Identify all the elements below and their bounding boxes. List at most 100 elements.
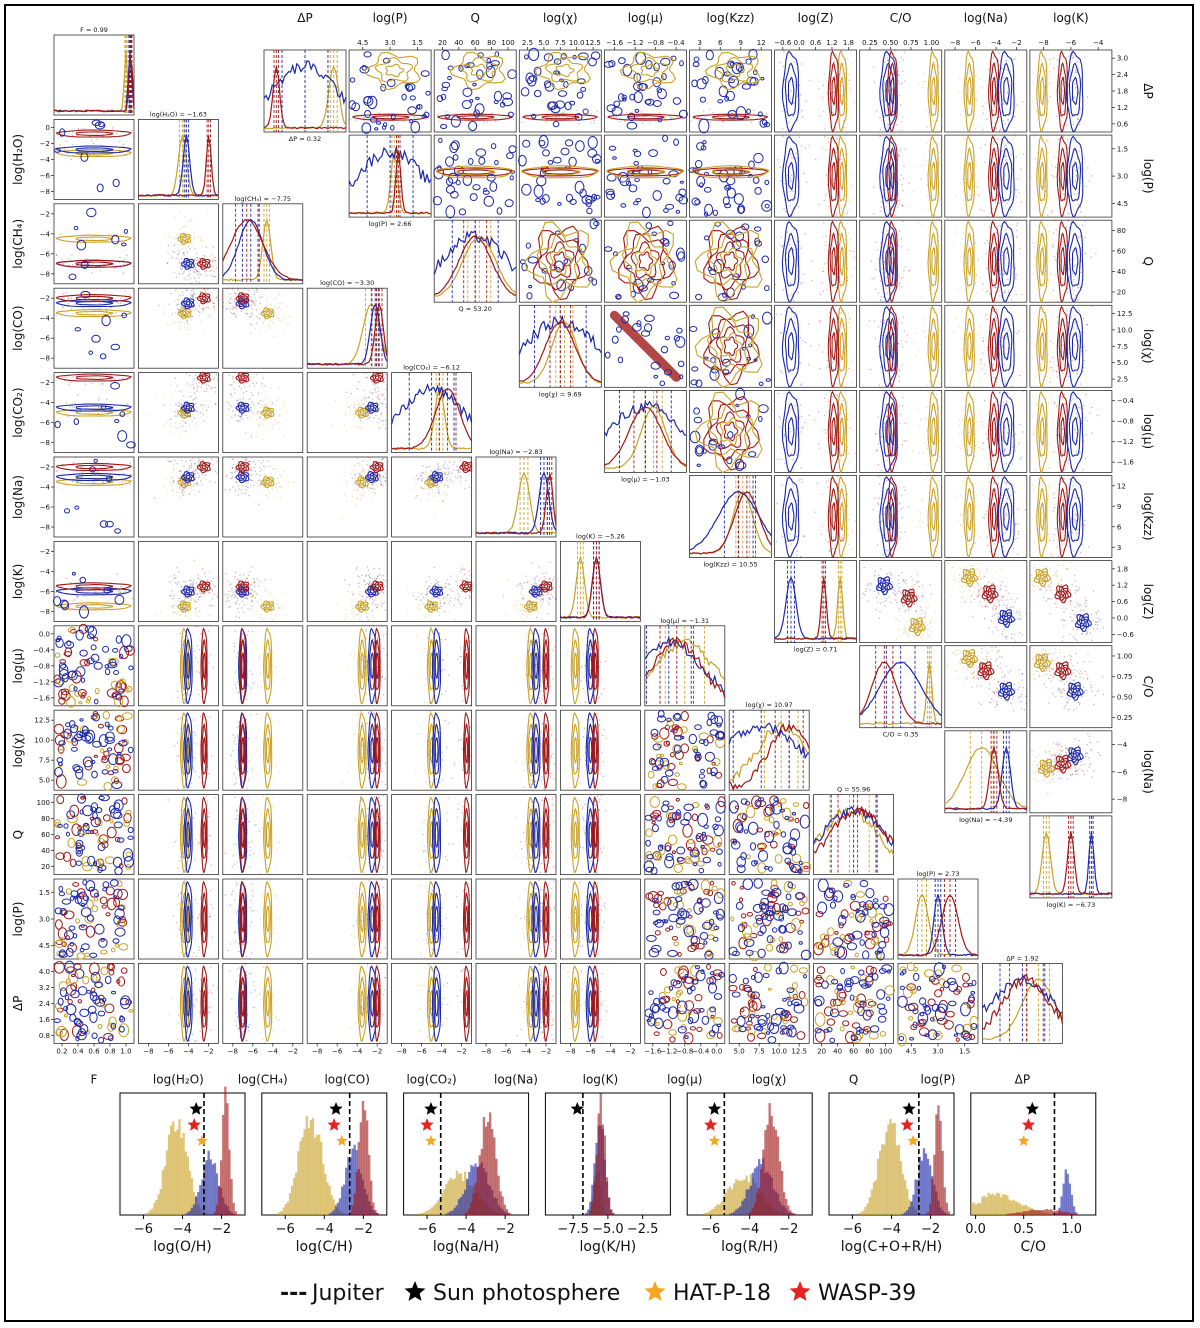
panel-frame bbox=[944, 304, 1028, 388]
histogram-bar bbox=[484, 1126, 488, 1215]
sun-star bbox=[329, 1102, 343, 1115]
histogram-bar bbox=[322, 1164, 325, 1215]
x-tick-label: −4 bbox=[268, 1047, 279, 1055]
histogram-bar bbox=[1029, 1210, 1032, 1215]
lower-panel-r4-c1 bbox=[137, 456, 219, 538]
x-tick-label: −2 bbox=[456, 1047, 466, 1055]
histogram-bar bbox=[885, 1132, 888, 1215]
hist-x-tick: −4 bbox=[173, 1222, 192, 1237]
right-tick-label: 2.4 bbox=[1117, 71, 1129, 79]
upper-panel-r3-c8 bbox=[944, 304, 1028, 388]
x-tick-label: −2 bbox=[288, 1047, 298, 1055]
histogram-panel-6: 0.0 0.5 1.0 C/O bbox=[965, 1092, 1097, 1255]
histogram-bar bbox=[1037, 1210, 1040, 1215]
histogram-bar bbox=[726, 1188, 730, 1215]
x-tick-label: −0.4 bbox=[692, 1047, 710, 1055]
histogram-bar bbox=[478, 1155, 481, 1215]
hist-x-label: C/O bbox=[1021, 1239, 1047, 1255]
histogram-bar bbox=[334, 1206, 337, 1215]
panel-frame bbox=[944, 645, 1028, 729]
right-tick-label: −1.2 bbox=[1117, 438, 1134, 446]
histogram-bar bbox=[1022, 1211, 1026, 1215]
x-tick-label: 0.4 bbox=[72, 1047, 84, 1055]
histogram-bar bbox=[1070, 1194, 1074, 1215]
histogram-bar bbox=[311, 1117, 315, 1215]
histogram-bar bbox=[601, 1124, 604, 1215]
y-tick-label: −4 bbox=[40, 315, 51, 323]
top-tick-label: 2.5 bbox=[522, 39, 533, 47]
lower-panel-r4-c2 bbox=[222, 456, 304, 538]
y-axis-label: log(CO) bbox=[11, 305, 25, 350]
histogram-bar bbox=[149, 1210, 152, 1215]
panel-frame bbox=[944, 389, 1028, 473]
histogram-bar bbox=[904, 1180, 907, 1215]
histogram-bar bbox=[432, 1205, 436, 1215]
upper-panel-r4-c6 bbox=[774, 389, 857, 473]
histogram-bar bbox=[920, 1160, 923, 1215]
lower-panel-r7-c4 bbox=[391, 709, 473, 791]
histogram-bar bbox=[449, 1177, 452, 1215]
histogram-bar bbox=[468, 1171, 471, 1215]
histogram-bar bbox=[595, 1155, 598, 1215]
upper-panel-r0-c3: 2.5 5.0 7.5 10.0 12.5 bbox=[518, 39, 602, 133]
histogram-bar bbox=[153, 1203, 156, 1215]
histogram-bar bbox=[1008, 1199, 1011, 1215]
x-tick-label: −6 bbox=[248, 1047, 259, 1055]
histogram-bar bbox=[505, 1209, 508, 1215]
panel-frame bbox=[689, 475, 772, 558]
histogram-panel-5: −6 −4 −2 log(C+O+R/H) bbox=[828, 1092, 955, 1255]
panel-frame bbox=[774, 560, 857, 643]
histogram-bar bbox=[326, 1182, 329, 1215]
lower-diag-6: log(K) = −5.26 bbox=[560, 532, 641, 622]
histogram-bar bbox=[760, 1169, 763, 1215]
y-tick-label: 100 bbox=[37, 799, 50, 807]
legend-item-0: --- Jupiter bbox=[280, 1281, 385, 1306]
histogram-bar bbox=[192, 1191, 196, 1215]
histogram-bar bbox=[747, 1213, 750, 1215]
histogram-bar bbox=[772, 1126, 775, 1215]
hist-x-tick: −6 bbox=[134, 1222, 153, 1237]
y-tick-label: −8 bbox=[40, 524, 50, 532]
histogram-bar bbox=[366, 1120, 369, 1215]
y-tick-label: −0.8 bbox=[33, 662, 50, 670]
histogram-bar bbox=[970, 1203, 974, 1215]
hist-x-tick: −2 bbox=[354, 1222, 373, 1237]
histogram-bar bbox=[866, 1203, 869, 1215]
right-axis-label: log(μ) bbox=[1141, 414, 1155, 449]
y-tick-label: 4.5 bbox=[39, 942, 50, 950]
histogram-bar bbox=[232, 1202, 235, 1215]
top-tick-label: 6 bbox=[718, 39, 723, 47]
top-tick-label: 80 bbox=[487, 39, 496, 47]
top-tick-label: −4 bbox=[1093, 39, 1104, 47]
wasp39-star bbox=[187, 1118, 201, 1131]
histogram-bar bbox=[374, 1209, 377, 1215]
hist-x-tick: −4 bbox=[882, 1222, 901, 1237]
histogram-bar bbox=[443, 1188, 446, 1215]
diag-title: log(χ) = 9.69 bbox=[539, 390, 582, 398]
y-tick-label: 80 bbox=[41, 815, 50, 823]
right-axis-label: log(Z) bbox=[1141, 584, 1155, 620]
y-tick-label: 5.0 bbox=[39, 777, 50, 785]
histogram-bar bbox=[1072, 1206, 1076, 1215]
histogram-bar bbox=[929, 1165, 932, 1215]
histogram-bar bbox=[1004, 1194, 1007, 1215]
panel-frame bbox=[686, 1092, 813, 1216]
wasp39-star bbox=[420, 1118, 434, 1131]
x-tick-label: 60 bbox=[849, 1047, 858, 1055]
top-axis-label: C/O bbox=[890, 11, 912, 25]
x-tick-label: 80 bbox=[865, 1047, 874, 1055]
lower-panel-r8-c1 bbox=[137, 794, 219, 875]
lower-panel-r3-c0: −2 −4 −6 −8 bbox=[40, 372, 136, 454]
upper-diag-2: Q = 53.20 bbox=[433, 219, 517, 313]
lower-panel-r9-c6 bbox=[560, 878, 641, 960]
right-tick-label: 1.8 bbox=[1117, 88, 1128, 96]
wasp39-star bbox=[1021, 1118, 1036, 1131]
upper-panel-r4-c7 bbox=[859, 389, 943, 473]
histogram-bar bbox=[1006, 1213, 1009, 1215]
histogram-bar bbox=[301, 1137, 304, 1215]
panel-frame bbox=[944, 134, 1028, 218]
histogram-bar bbox=[605, 1177, 609, 1215]
histogram-bar bbox=[1020, 1205, 1024, 1215]
panel-frame bbox=[391, 878, 473, 960]
right-tick-label: 1.5 bbox=[1117, 145, 1128, 153]
